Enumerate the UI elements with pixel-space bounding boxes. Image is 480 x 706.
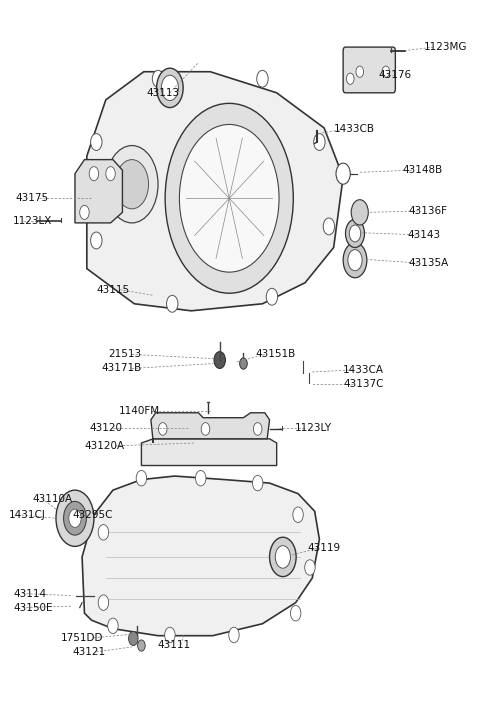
Text: 43151B: 43151B <box>255 349 296 359</box>
Circle shape <box>80 205 89 220</box>
Text: 43111: 43111 <box>157 640 190 650</box>
PathPatch shape <box>151 413 270 443</box>
Circle shape <box>314 133 325 150</box>
Circle shape <box>275 546 290 568</box>
Text: 43120: 43120 <box>89 423 122 433</box>
Text: 21513: 21513 <box>108 349 142 359</box>
Circle shape <box>201 423 210 436</box>
PathPatch shape <box>142 439 276 465</box>
Circle shape <box>253 423 262 436</box>
Circle shape <box>351 200 368 225</box>
FancyBboxPatch shape <box>343 47 396 92</box>
Circle shape <box>89 167 99 181</box>
Circle shape <box>98 525 108 540</box>
Text: 1433CA: 1433CA <box>343 365 384 375</box>
PathPatch shape <box>75 160 122 223</box>
Circle shape <box>240 358 247 369</box>
Circle shape <box>152 71 164 87</box>
Circle shape <box>252 475 263 491</box>
Text: 43136F: 43136F <box>408 206 448 216</box>
Circle shape <box>165 627 175 642</box>
Text: 43175: 43175 <box>16 193 49 203</box>
Circle shape <box>356 66 363 78</box>
Text: 1123LX: 1123LX <box>13 216 53 226</box>
Text: 43143: 43143 <box>407 230 440 240</box>
Circle shape <box>158 423 167 436</box>
Circle shape <box>108 618 118 633</box>
Circle shape <box>161 76 179 100</box>
Circle shape <box>91 232 102 249</box>
Circle shape <box>336 163 350 184</box>
Circle shape <box>214 352 226 369</box>
Text: 43176: 43176 <box>379 70 412 80</box>
Circle shape <box>305 560 315 575</box>
Circle shape <box>323 218 335 235</box>
Text: 43295C: 43295C <box>72 510 113 520</box>
Circle shape <box>156 68 183 107</box>
Circle shape <box>69 509 81 527</box>
Circle shape <box>106 167 115 181</box>
Text: 43171B: 43171B <box>101 364 142 373</box>
Circle shape <box>348 250 362 270</box>
Text: 1433CB: 1433CB <box>334 124 374 134</box>
PathPatch shape <box>87 72 343 311</box>
Text: 1431CJ: 1431CJ <box>9 510 46 520</box>
Text: 43120A: 43120A <box>84 441 125 451</box>
Circle shape <box>165 103 293 293</box>
Text: 43150E: 43150E <box>13 602 53 613</box>
Text: 43121: 43121 <box>72 647 106 657</box>
Circle shape <box>56 490 94 546</box>
Circle shape <box>167 295 178 312</box>
Text: 43137C: 43137C <box>343 379 384 389</box>
Circle shape <box>290 606 301 621</box>
Text: 1140FM: 1140FM <box>119 406 160 416</box>
Circle shape <box>195 470 206 486</box>
Circle shape <box>138 640 145 651</box>
Circle shape <box>106 145 158 223</box>
Circle shape <box>347 73 354 85</box>
Circle shape <box>266 288 277 305</box>
Text: 43148B: 43148B <box>402 165 443 175</box>
Circle shape <box>63 501 86 535</box>
Text: 1123MG: 1123MG <box>424 42 468 52</box>
Circle shape <box>293 507 303 522</box>
Circle shape <box>229 627 239 642</box>
Text: 43114: 43114 <box>13 589 47 599</box>
Circle shape <box>91 133 102 150</box>
Circle shape <box>382 66 390 78</box>
Circle shape <box>270 537 296 577</box>
Circle shape <box>115 160 148 209</box>
Text: 43119: 43119 <box>308 544 341 554</box>
Text: 43113: 43113 <box>146 88 180 98</box>
Circle shape <box>136 470 146 486</box>
Circle shape <box>349 225 360 242</box>
Text: 43110A: 43110A <box>32 493 72 503</box>
Circle shape <box>180 124 279 272</box>
Text: 43115: 43115 <box>96 285 130 294</box>
Circle shape <box>257 71 268 87</box>
Circle shape <box>343 243 367 277</box>
Text: 1751DD: 1751DD <box>61 633 103 642</box>
Text: 43135A: 43135A <box>408 258 449 268</box>
Circle shape <box>346 220 364 248</box>
Circle shape <box>129 631 138 645</box>
Text: 1123LY: 1123LY <box>295 423 332 433</box>
PathPatch shape <box>82 476 319 635</box>
Circle shape <box>98 595 108 611</box>
